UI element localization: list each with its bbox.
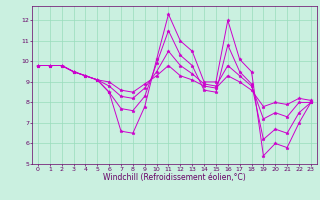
- X-axis label: Windchill (Refroidissement éolien,°C): Windchill (Refroidissement éolien,°C): [103, 173, 246, 182]
